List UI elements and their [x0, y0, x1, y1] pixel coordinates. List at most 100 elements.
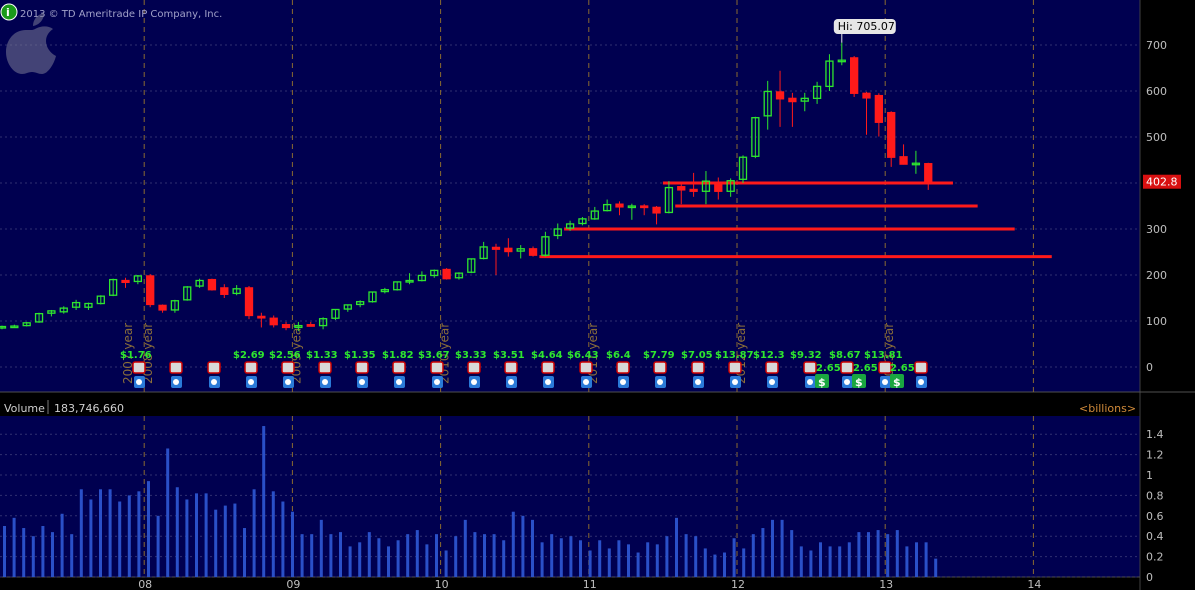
candlestick[interactable]	[491, 243, 501, 275]
candlestick[interactable]	[294, 321, 303, 332]
volume-bar[interactable]	[425, 544, 429, 577]
volume-bar[interactable]	[444, 550, 448, 577]
earnings-event[interactable]	[579, 361, 593, 388]
volume-bar[interactable]	[89, 499, 93, 577]
candlestick[interactable]	[109, 278, 118, 297]
volume-bar[interactable]	[435, 534, 438, 577]
candlestick[interactable]	[368, 291, 377, 303]
volume-bar[interactable]	[847, 542, 851, 577]
volume-bar[interactable]	[761, 528, 765, 577]
candlestick[interactable]	[318, 317, 328, 330]
candlestick[interactable]	[677, 183, 686, 205]
candlestick[interactable]	[0, 325, 7, 330]
candlestick[interactable]	[59, 306, 68, 314]
volume-bar[interactable]	[262, 426, 266, 577]
earnings-event[interactable]	[244, 361, 258, 388]
candlestick[interactable]	[887, 111, 896, 167]
volume-bar[interactable]	[713, 554, 717, 577]
volume-bar[interactable]	[857, 532, 861, 577]
volume-bar[interactable]	[233, 503, 237, 577]
volume-bar[interactable]	[915, 542, 918, 577]
candlestick[interactable]	[714, 177, 723, 200]
volume-bar[interactable]	[828, 546, 832, 577]
volume-bar[interactable]	[559, 538, 563, 577]
candlestick[interactable]	[788, 92, 797, 127]
volume-bar[interactable]	[473, 532, 477, 577]
candlestick[interactable]	[146, 274, 155, 308]
volume-bar[interactable]	[723, 552, 726, 577]
candlestick[interactable]	[71, 299, 81, 310]
info-icon[interactable]	[0, 3, 18, 21]
candlestick[interactable]	[393, 281, 402, 291]
candlestick[interactable]	[158, 304, 167, 313]
earnings-event[interactable]	[132, 361, 146, 388]
volume-bar[interactable]	[127, 495, 131, 577]
candlestick[interactable]	[874, 93, 883, 137]
volume-bar[interactable]	[934, 558, 938, 577]
candlestick[interactable]	[924, 162, 933, 190]
volume-bar[interactable]	[617, 540, 621, 577]
volume-bar[interactable]	[99, 489, 102, 577]
candlestick[interactable]	[640, 204, 649, 216]
volume-bar[interactable]	[166, 448, 170, 577]
candlestick[interactable]	[257, 312, 266, 328]
candlestick[interactable]	[207, 278, 217, 291]
candlestick[interactable]	[47, 309, 56, 317]
volume-bar[interactable]	[12, 517, 16, 577]
volume-bar[interactable]	[636, 552, 640, 577]
earnings-event[interactable]	[840, 361, 854, 388]
volume-bar[interactable]	[655, 544, 659, 577]
volume-bar[interactable]	[703, 548, 707, 577]
volume-bar[interactable]	[118, 501, 122, 577]
candlestick[interactable]	[331, 308, 340, 321]
volume-bar[interactable]	[223, 505, 227, 577]
candlestick[interactable]	[504, 238, 513, 257]
candlestick[interactable]	[664, 181, 674, 214]
candlestick[interactable]	[689, 172, 698, 197]
volume-bar[interactable]	[22, 528, 26, 577]
earnings-event[interactable]	[430, 361, 444, 388]
volume-bar[interactable]	[924, 542, 928, 577]
volume-bar[interactable]	[905, 546, 909, 577]
volume-bar[interactable]	[607, 548, 611, 577]
volume-bar[interactable]	[675, 517, 678, 577]
volume-bar[interactable]	[483, 534, 486, 577]
earnings-event[interactable]	[691, 361, 705, 388]
candlestick[interactable]	[195, 278, 204, 288]
volume-bar[interactable]	[396, 540, 400, 577]
candlestick[interactable]	[850, 56, 859, 97]
candlestick[interactable]	[763, 80, 772, 130]
volume-bar[interactable]	[732, 538, 736, 577]
volume-bar[interactable]	[137, 491, 141, 577]
volume-bar[interactable]	[819, 542, 822, 577]
candlestick[interactable]	[911, 150, 921, 174]
volume-bar[interactable]	[367, 532, 371, 577]
candlestick[interactable]	[652, 206, 661, 225]
candlestick[interactable]	[22, 321, 31, 327]
volume-bar[interactable]	[147, 481, 150, 577]
candlestick[interactable]	[454, 272, 464, 280]
earnings-event[interactable]	[281, 361, 295, 388]
earnings-event[interactable]	[878, 361, 892, 388]
volume-bar[interactable]	[588, 550, 592, 577]
volume-bar[interactable]	[463, 519, 467, 577]
candlestick[interactable]	[96, 295, 105, 305]
volume-bar[interactable]	[214, 509, 218, 577]
volume-bar[interactable]	[694, 536, 698, 577]
candlestick[interactable]	[862, 91, 871, 135]
candlestick[interactable]	[232, 285, 241, 296]
volume-bar[interactable]	[348, 546, 352, 577]
candlestick[interactable]	[590, 206, 599, 220]
earnings-event[interactable]	[803, 361, 817, 388]
candlestick[interactable]	[281, 321, 291, 331]
earnings-event[interactable]	[207, 361, 221, 388]
candlestick[interactable]	[553, 223, 562, 240]
volume-bar[interactable]	[300, 534, 304, 577]
volume-bar[interactable]	[531, 519, 534, 577]
earnings-event[interactable]	[392, 361, 406, 388]
volume-bar[interactable]	[204, 493, 208, 577]
volume-bar[interactable]	[79, 489, 83, 577]
earnings-event[interactable]	[355, 361, 369, 388]
volume-bar[interactable]	[511, 511, 515, 577]
dividend-icon[interactable]	[890, 374, 904, 388]
